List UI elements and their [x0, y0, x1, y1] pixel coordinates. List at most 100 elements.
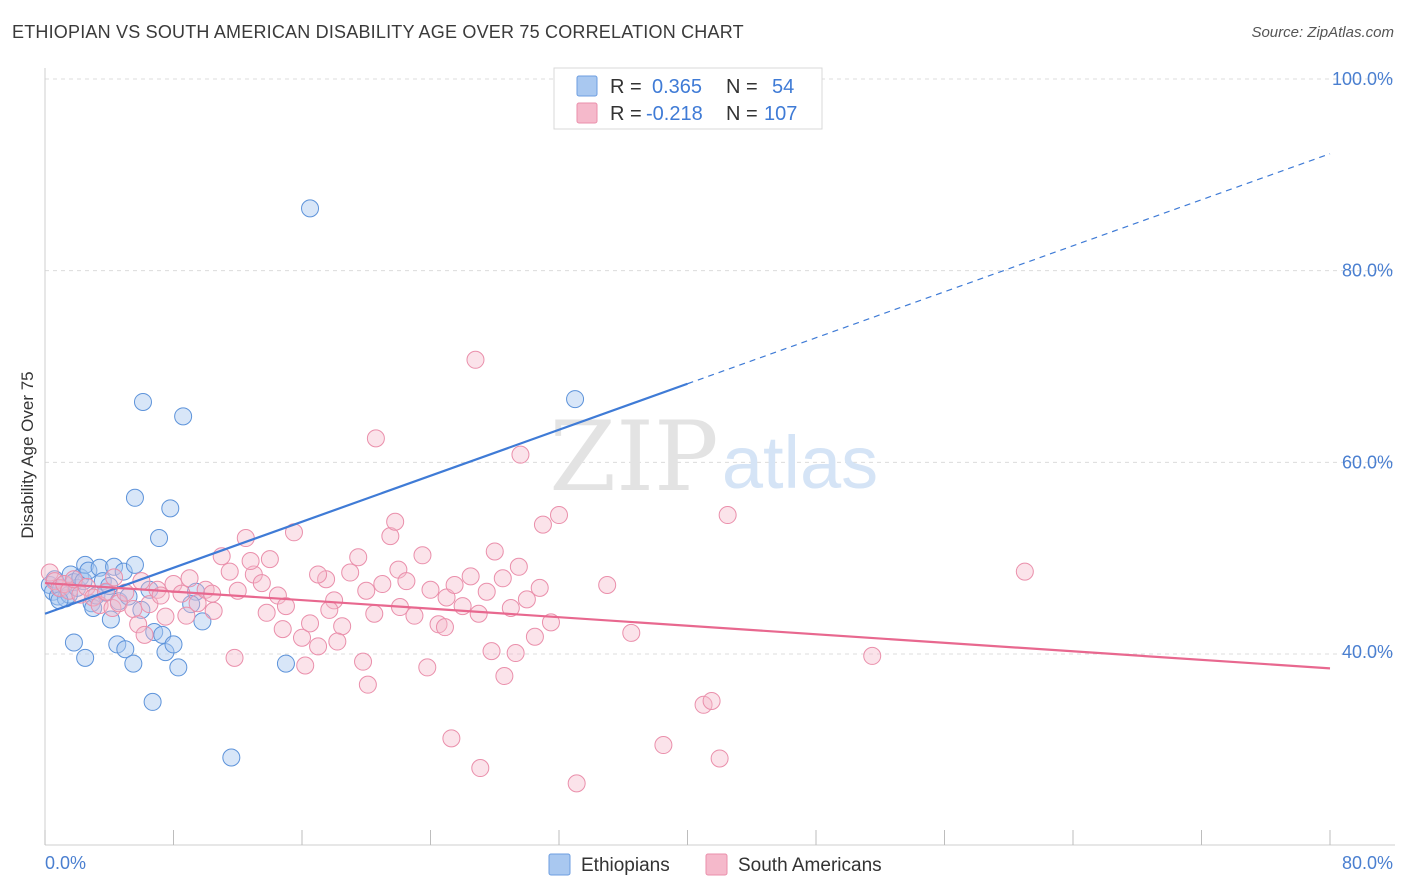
point-south-americans-62 — [509, 557, 528, 576]
point-south-americans-99 — [129, 615, 148, 634]
legend-n-value-1: 54 — [772, 76, 794, 98]
point-south-americans-73 — [442, 729, 461, 748]
point-south-americans-93 — [718, 506, 737, 525]
legend-swatch-ethiopians — [576, 75, 598, 97]
point-ethiopians-32 — [164, 635, 183, 654]
point-south-americans-105 — [358, 675, 377, 694]
point-south-americans-54 — [445, 576, 464, 594]
point-south-americans-95 — [622, 623, 641, 642]
point-south-americans-56 — [461, 567, 480, 586]
chart-title: ETHIOPIAN VS SOUTH AMERICAN DISABILITY A… — [12, 22, 744, 42]
legend-swatch-south-americans — [576, 102, 598, 124]
point-south-americans-77 — [511, 445, 530, 464]
point-ethiopians-13 — [76, 555, 95, 574]
point-south-americans-14 — [124, 599, 143, 618]
point-south-americans-43 — [357, 581, 376, 600]
bottom-legend-south-americans: South Americans — [738, 855, 882, 876]
point-south-americans-64 — [525, 627, 544, 646]
point-south-americans-65 — [533, 515, 552, 534]
point-south-americans-103 — [328, 632, 347, 651]
point-south-americans-80 — [257, 603, 276, 622]
point-ethiopians-26 — [125, 555, 144, 574]
point-south-americans-46 — [381, 527, 400, 546]
point-ethiopians-45 — [301, 199, 320, 218]
point-south-americans-70 — [354, 652, 373, 671]
point-south-americans-40 — [333, 617, 352, 636]
point-south-americans-83 — [273, 620, 292, 639]
point-ethiopians-18 — [90, 558, 109, 577]
y-tick-label-60: 60.0% — [1342, 452, 1393, 472]
legend-n-value-2: 107 — [764, 103, 797, 125]
point-south-americans-101 — [177, 606, 196, 625]
point-south-americans-100 — [135, 625, 154, 644]
y-tick-label-100: 100.0% — [1332, 69, 1393, 89]
legend-n-label-2: N = — [726, 103, 758, 125]
point-south-americans-31 — [260, 550, 279, 569]
point-south-americans-76 — [366, 429, 385, 448]
point-ethiopians-35 — [76, 648, 95, 667]
point-south-americans-102 — [225, 648, 244, 667]
point-south-americans-86 — [495, 667, 514, 686]
point-south-americans-26 — [220, 562, 239, 581]
point-south-americans-67 — [550, 506, 568, 525]
y-tick-label-40: 40.0% — [1342, 642, 1393, 662]
point-south-americans-51 — [421, 580, 440, 599]
point-south-americans-22 — [188, 594, 207, 613]
point-ethiopians-14 — [79, 561, 98, 580]
trend-lines — [44, 153, 1331, 670]
point-south-americans-50 — [413, 546, 432, 565]
data-points — [40, 199, 1034, 793]
point-south-americans-33 — [276, 597, 295, 616]
point-south-americans-36 — [301, 614, 320, 633]
point-south-americans-85 — [482, 642, 501, 661]
legend-r-value-2: -0.218 — [646, 103, 703, 125]
point-south-americans-97 — [1015, 562, 1034, 581]
point-ethiopians-42 — [125, 488, 144, 507]
tick-labels: 40.0% 60.0% 80.0% 100.0% 0.0% 80.0% — [45, 69, 1393, 873]
point-ethiopians-33 — [169, 658, 188, 677]
point-south-americans-66 — [541, 613, 560, 632]
point-south-americans-58 — [477, 582, 496, 601]
point-ethiopians-49 — [193, 612, 212, 631]
point-south-americans-61 — [501, 599, 520, 617]
point-south-americans-72 — [418, 658, 437, 677]
point-south-americans-30 — [252, 574, 271, 593]
point-south-americans-82 — [241, 552, 260, 571]
point-south-americans-59 — [485, 542, 504, 561]
x-tick-label-min: 0.0% — [45, 853, 86, 873]
legend-n-label-1: N = — [726, 76, 758, 98]
point-south-americans-96 — [863, 646, 882, 665]
point-south-americans-74 — [471, 759, 490, 778]
bottom-legend-swatch-south-americans — [705, 853, 728, 876]
point-south-americans-91 — [702, 691, 721, 710]
point-ethiopians-44 — [150, 529, 169, 548]
point-ethiopians-41 — [174, 407, 193, 426]
point-ethiopians-37 — [116, 640, 135, 659]
bottom-legend-ethiopians: Ethiopians — [581, 855, 670, 876]
point-ethiopians-22 — [105, 557, 124, 576]
point-south-americans-21 — [180, 569, 199, 588]
point-south-americans-4 — [60, 581, 79, 600]
point-south-americans-60 — [493, 569, 512, 588]
x-tick-label-max: 80.0% — [1342, 853, 1393, 873]
point-south-americans-41 — [341, 563, 360, 582]
legend-frame — [553, 67, 823, 130]
point-south-americans-45 — [373, 575, 392, 594]
watermark-atlas: atlas — [722, 421, 878, 504]
point-ethiopians-38 — [124, 654, 143, 673]
bottom-legend-swatch-ethiopians — [548, 853, 571, 876]
point-south-americans-18 — [156, 607, 175, 626]
point-ethiopians-47 — [276, 654, 295, 673]
legend-r-value-1: 0.365 — [652, 76, 702, 98]
source-credit: Source: ZipAtlas.com — [1251, 24, 1394, 41]
point-south-americans-63 — [517, 590, 536, 609]
point-south-americans-39 — [325, 591, 344, 610]
point-ethiopians-40 — [133, 392, 152, 411]
point-south-americans-84 — [320, 600, 339, 619]
point-ethiopians-34 — [64, 633, 83, 652]
point-south-americans-48 — [397, 572, 416, 591]
legend-r-label-1: R = — [610, 76, 642, 98]
y-axis-label: Disability Age Over 75 — [18, 371, 37, 538]
watermark-zip: ZIP — [549, 401, 718, 513]
trend-line-south-americans — [44, 581, 1331, 670]
